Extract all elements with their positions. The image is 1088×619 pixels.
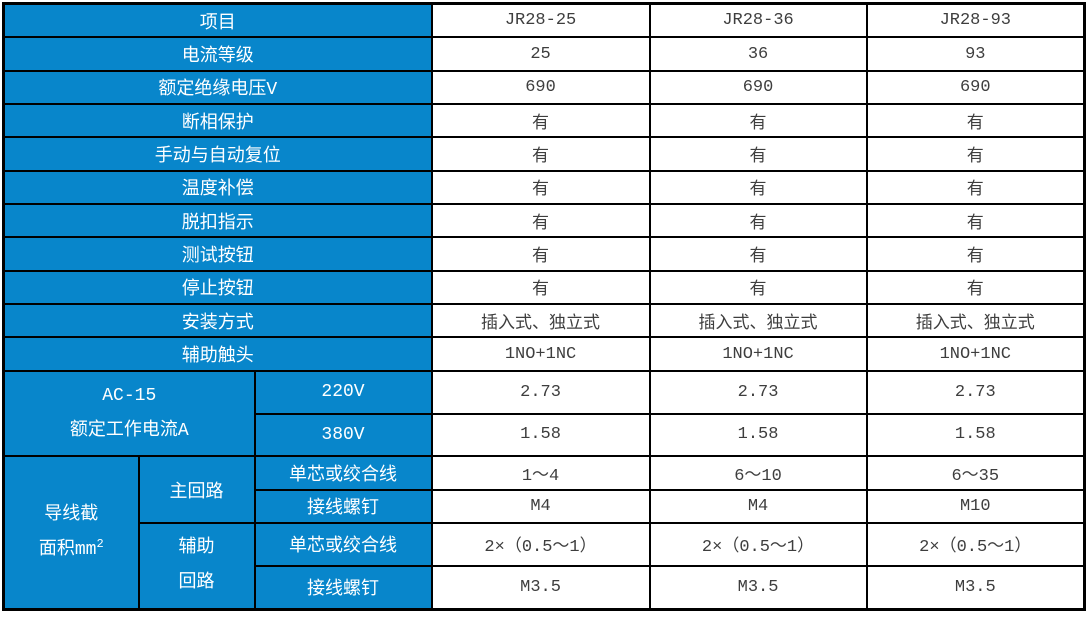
row-label: 断相保护 xyxy=(2,103,433,139)
cell-value: M4 xyxy=(648,488,868,525)
cell-value: 1.58 xyxy=(865,412,1086,458)
table-row-trip-indication: 脱扣指示 有 有 有 xyxy=(2,203,1086,239)
cell-value: 1NO+1NC xyxy=(648,336,868,372)
cell-value: 插入式、独立式 xyxy=(648,303,868,339)
sub-row-label: 接线螺钉 xyxy=(253,564,433,611)
cell-value: 有 xyxy=(865,203,1086,239)
label-line: 面积mm2 xyxy=(38,536,104,560)
cell-value: 1.58 xyxy=(430,412,651,458)
sub-row-label: 单芯或绞合线 xyxy=(253,522,433,567)
group-label-aux-circuit: 辅助 回路 xyxy=(137,522,256,611)
group-label-wire-cross-section: 导线截 面积mm2 xyxy=(2,455,140,611)
table-row-phase-failure-protection: 断相保护 有 有 有 xyxy=(2,103,1086,139)
cell-value: 25 xyxy=(430,36,651,72)
cell-value: 有 xyxy=(865,136,1086,172)
column-header-jr28-25: JR28-25 xyxy=(430,2,651,39)
table-row-aux-circuit-screw: 接线螺钉 M3.5 M3.5 M3.5 xyxy=(4,564,1086,611)
cell-value: 2×（0.5～1） xyxy=(648,522,868,567)
cell-value: 有 xyxy=(865,169,1086,206)
cell-value: 1.58 xyxy=(648,412,868,458)
cell-value: 有 xyxy=(865,269,1086,306)
sub-row-label: 单芯或绞合线 xyxy=(253,455,433,491)
cell-value: 690 xyxy=(865,69,1086,106)
cell-value: M3.5 xyxy=(865,564,1086,611)
cell-value: 6～10 xyxy=(648,455,868,491)
label-line: AC-15 xyxy=(102,385,157,406)
row-label: 辅助触头 xyxy=(2,336,433,372)
table-row-current-rating: 电流等级 25 36 93 xyxy=(2,36,1086,72)
cell-value: 有 xyxy=(430,103,651,139)
table-row-aux-circuit-wire: 辅助 回路 单芯或绞合线 2×（0.5～1） 2×（0.5～1） 2×（0.5～… xyxy=(4,522,1086,611)
group-label-main-circuit: 主回路 xyxy=(137,455,256,525)
row-label: 温度补偿 xyxy=(2,169,433,206)
row-label: 脱扣指示 xyxy=(2,203,433,239)
cell-value: 2×（0.5～1） xyxy=(865,522,1086,567)
superscript: 2 xyxy=(96,536,104,551)
cell-value: 36 xyxy=(648,36,868,72)
cell-value: 有 xyxy=(648,136,868,172)
table-row-main-circuit-screw: 接线螺钉 M4 M4 M10 xyxy=(4,488,1086,525)
table-row-ac15-220v: AC-15 额定工作电流A 220V 2.73 2.73 2.73 xyxy=(2,369,1086,458)
cell-value: 有 xyxy=(430,203,651,239)
column-header-jr28-36: JR28-36 xyxy=(648,2,868,39)
cell-value: 有 xyxy=(865,236,1086,272)
cell-value: 2.73 xyxy=(648,369,868,415)
cell-value: 有 xyxy=(430,136,651,172)
table-row-temperature-compensation: 温度补偿 有 有 有 xyxy=(2,169,1086,206)
cell-value: M3.5 xyxy=(430,564,651,611)
cell-value: 1NO+1NC xyxy=(430,336,651,372)
table-row-insulation-voltage: 额定绝缘电压V 690 690 690 xyxy=(2,69,1086,106)
table-row-stop-button: 停止按钮 有 有 有 xyxy=(2,269,1086,306)
cell-value: 有 xyxy=(430,236,651,272)
label-line: 导线截 xyxy=(44,504,99,525)
cell-value: 2×（0.5～1） xyxy=(430,522,651,567)
cell-value: 2.73 xyxy=(865,369,1086,415)
cell-value: 690 xyxy=(648,69,868,106)
cell-value: M10 xyxy=(865,488,1086,525)
table-row-auxiliary-contacts: 辅助触头 1NO+1NC 1NO+1NC 1NO+1NC xyxy=(2,336,1086,372)
cell-value: 有 xyxy=(430,169,651,206)
cell-value: 有 xyxy=(648,103,868,139)
cell-value: 6～35 xyxy=(865,455,1086,491)
cell-value: 2.73 xyxy=(430,369,651,415)
cell-value: 有 xyxy=(648,269,868,306)
row-label: 手动与自动复位 xyxy=(2,136,433,172)
cell-value: 插入式、独立式 xyxy=(430,303,651,339)
cell-value: 93 xyxy=(865,36,1086,72)
cell-value: 690 xyxy=(430,69,651,106)
row-label: 额定绝缘电压V xyxy=(2,69,433,106)
cell-value: 插入式、独立式 xyxy=(865,303,1086,339)
header-item-label: 项目 xyxy=(2,2,433,39)
sub-row-label: 接线螺钉 xyxy=(253,488,433,525)
cell-value: 有 xyxy=(648,236,868,272)
header-row: 项目 JR28-25 JR28-36 JR28-93 xyxy=(2,2,1086,39)
label-line: 额定工作电流A xyxy=(69,420,189,441)
cell-value: 有 xyxy=(648,169,868,206)
group-label-ac15: AC-15 额定工作电流A xyxy=(2,369,256,458)
table-row-ac15-380v: 380V 1.58 1.58 1.58 xyxy=(4,412,1086,458)
cell-value: M3.5 xyxy=(648,564,868,611)
cell-value: 1～4 xyxy=(430,455,651,491)
table-row-test-button: 测试按钮 有 有 有 xyxy=(2,236,1086,272)
label-line: 回路 xyxy=(178,573,215,594)
table-row-manual-auto-reset: 手动与自动复位 有 有 有 xyxy=(2,136,1086,172)
column-header-jr28-93: JR28-93 xyxy=(865,2,1086,39)
row-label: 测试按钮 xyxy=(2,236,433,272)
cell-value: 有 xyxy=(430,269,651,306)
cell-value: 有 xyxy=(648,203,868,239)
row-label: 安装方式 xyxy=(2,303,433,339)
cell-value: M4 xyxy=(430,488,651,525)
row-label: 停止按钮 xyxy=(2,269,433,306)
row-label: 电流等级 xyxy=(2,36,433,72)
sub-row-label: 380V xyxy=(253,412,433,458)
label-line: 辅助 xyxy=(178,538,215,559)
cell-value: 有 xyxy=(865,103,1086,139)
table-row-main-circuit-wire: 导线截 面积mm2 主回路 单芯或绞合线 1～4 6～10 6～35 xyxy=(2,455,1086,611)
table-row-mounting-type: 安装方式 插入式、独立式 插入式、独立式 插入式、独立式 xyxy=(2,303,1086,339)
sub-row-label: 220V xyxy=(253,369,433,415)
cell-value: 1NO+1NC xyxy=(865,336,1086,372)
